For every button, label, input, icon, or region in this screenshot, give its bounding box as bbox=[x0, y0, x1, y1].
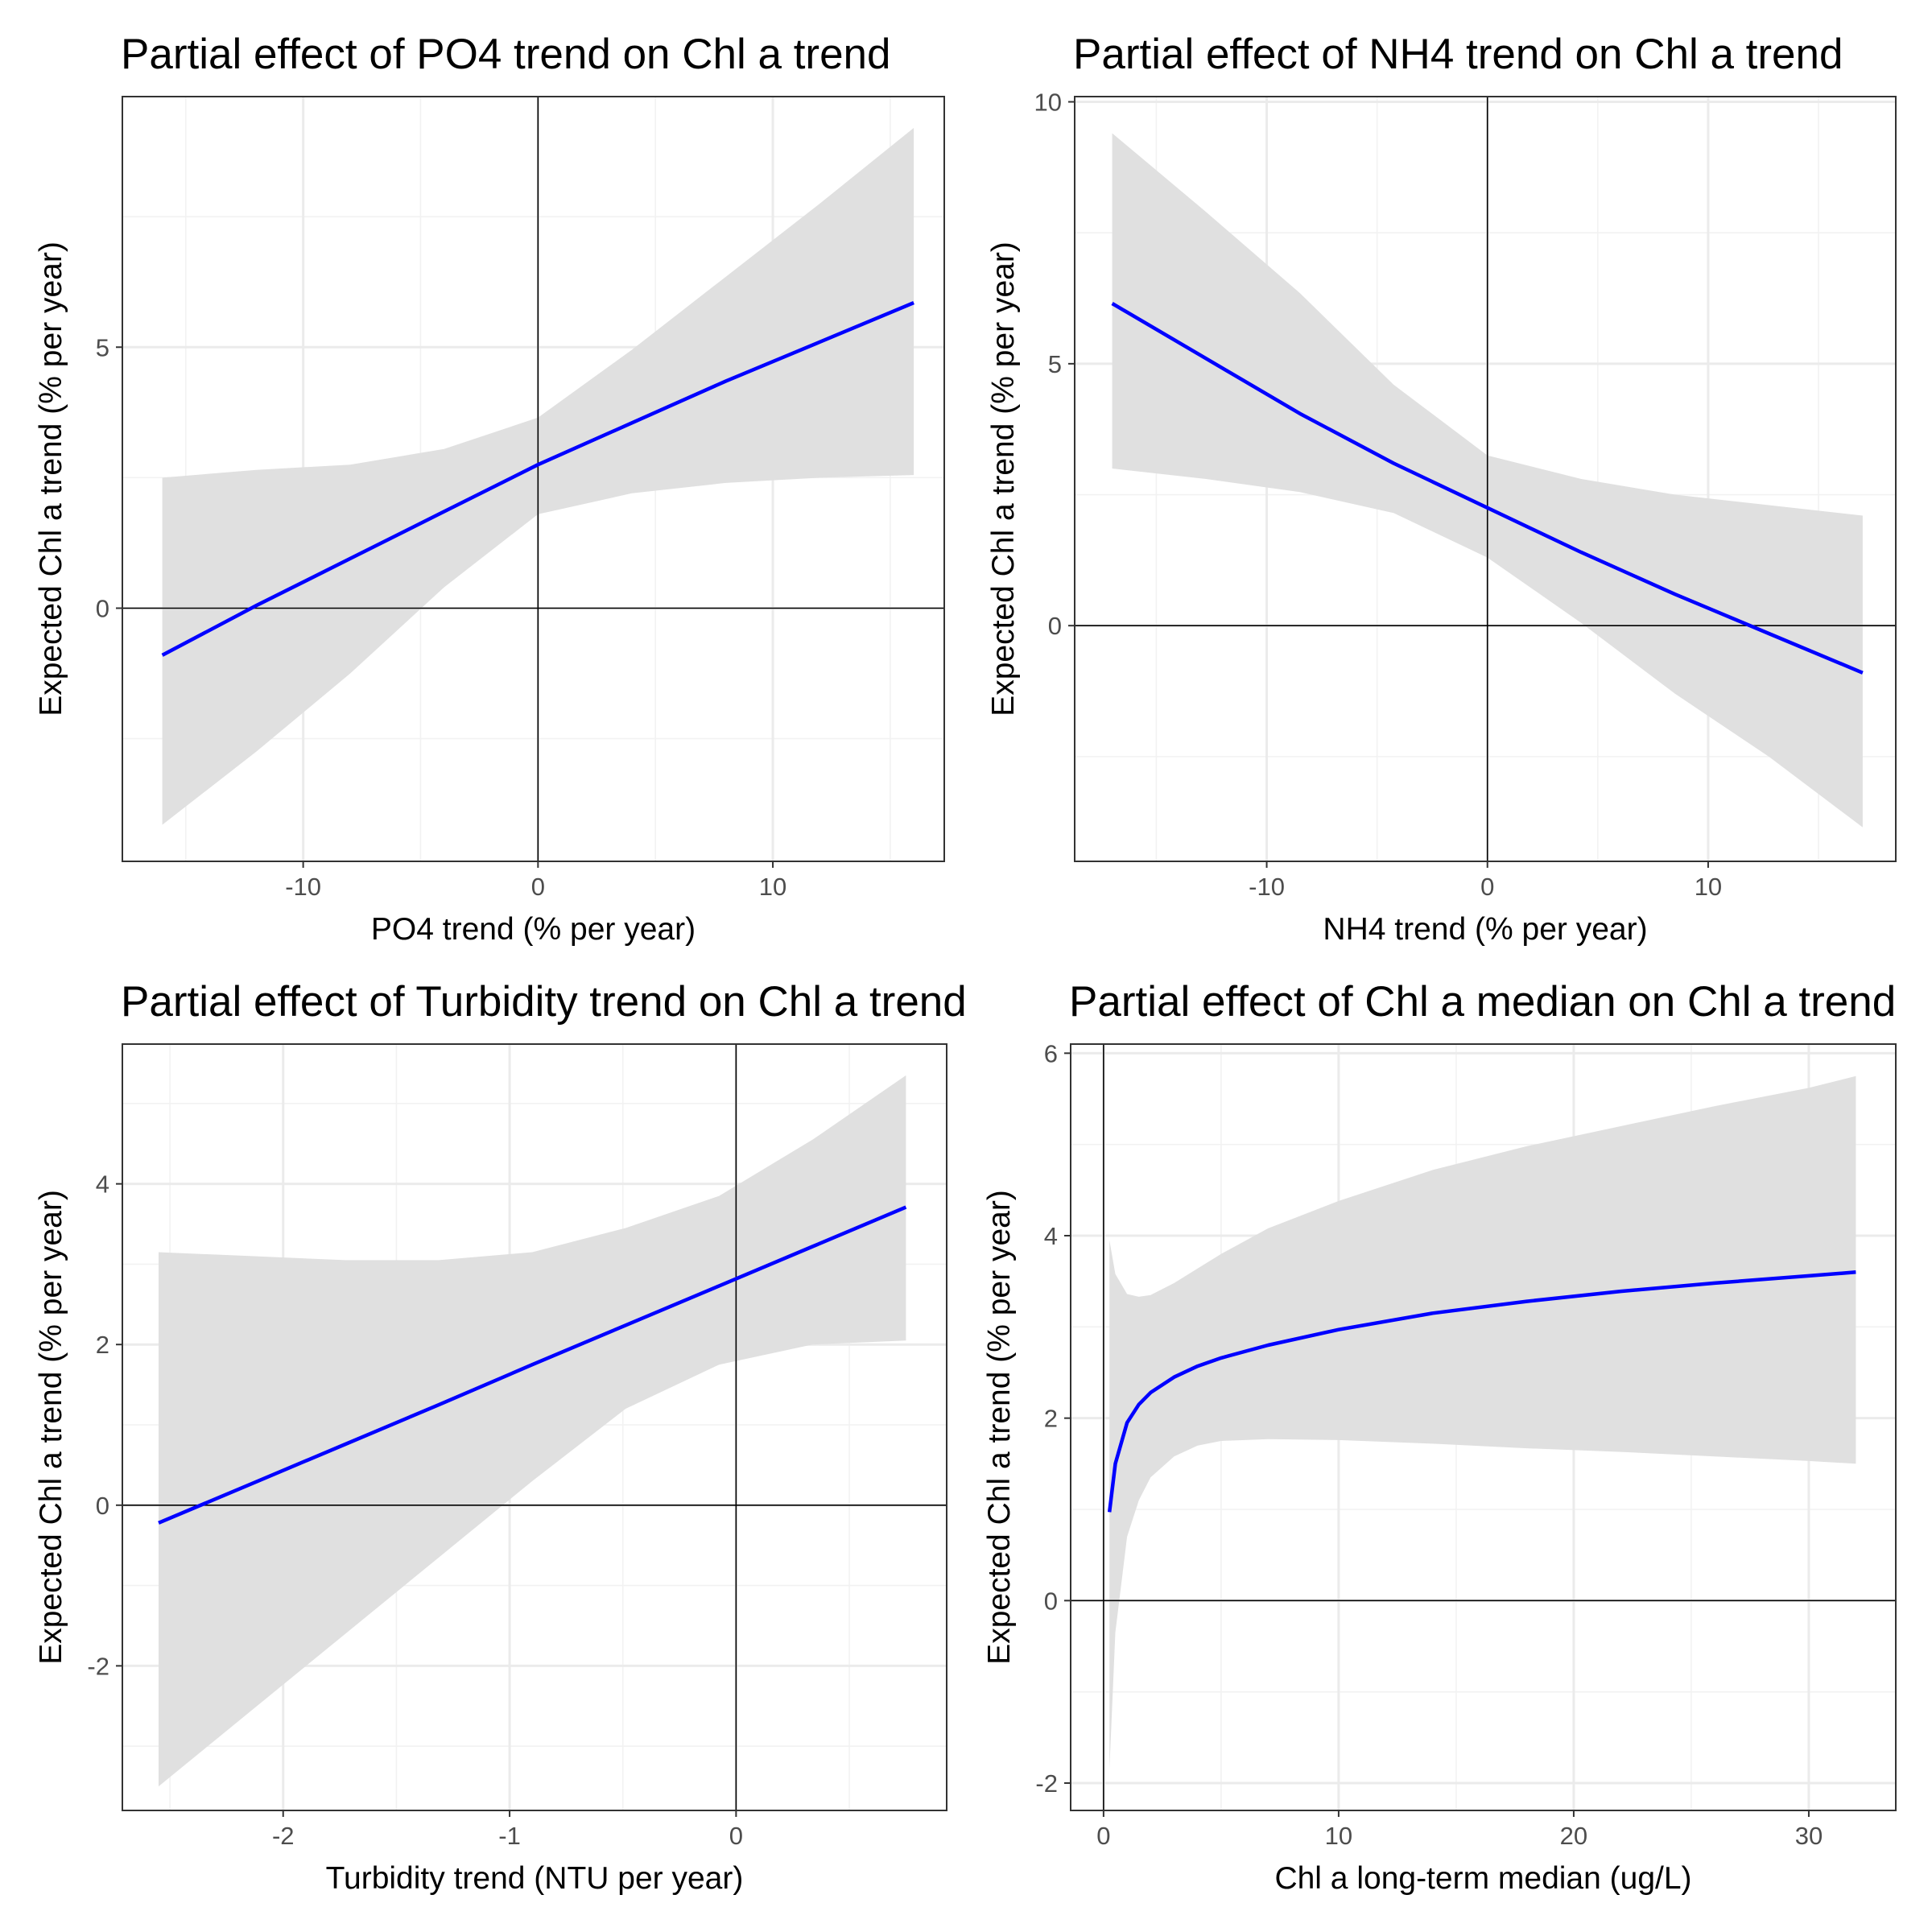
confidence-band bbox=[1109, 1075, 1856, 1769]
panel-title: Partial effect of PO4 trend on Chl a tre… bbox=[121, 31, 891, 78]
y-tick-label: -2 bbox=[1035, 1769, 1058, 1798]
panel-title: Partial effect of NH4 trend on Chl a tre… bbox=[1073, 31, 1843, 78]
panel-title: Partial effect of Chl a median on Chl a … bbox=[1069, 978, 1896, 1026]
x-tick-label: -10 bbox=[285, 873, 321, 901]
confidence-band bbox=[159, 1075, 906, 1787]
x-tick-label: 0 bbox=[531, 873, 545, 901]
x-tick-label: -2 bbox=[272, 1822, 295, 1850]
fitted-line bbox=[1111, 302, 1864, 675]
panel-2: -10 0 10 0 5 10 Partial effect of NH4 trend on… bbox=[986, 31, 1897, 947]
panel-1: -10 0 10 0 5 Partial effect of PO4 trend on C… bbox=[34, 31, 945, 947]
panel-border bbox=[1070, 1043, 1897, 1811]
x-axis-label: Chl a long-term median (ug/L) bbox=[1274, 1861, 1691, 1896]
x-axis-label: Turbidity trend (NTU per year) bbox=[326, 1861, 744, 1896]
y-tick-label: 4 bbox=[96, 1170, 109, 1199]
y-tick-label: 10 bbox=[1034, 89, 1062, 117]
y-tick-label: 2 bbox=[96, 1331, 109, 1359]
x-axis-label: PO4 trend (% per year) bbox=[371, 912, 696, 947]
y-tick-label: -2 bbox=[87, 1652, 109, 1680]
x-tick-label: 30 bbox=[1795, 1822, 1823, 1850]
y-axis-label: Expected Chl a trend (% per year) bbox=[34, 1190, 68, 1665]
y-axis-label: Expected Chl a trend (% per year) bbox=[34, 242, 68, 716]
x-tick-label: 10 bbox=[1325, 1822, 1352, 1850]
x-tick-label: 20 bbox=[1560, 1822, 1587, 1850]
x-tick-label: 10 bbox=[759, 873, 786, 901]
y-tick-label: 0 bbox=[96, 594, 109, 622]
y-axis-label: Expected Chl a trend (% per year) bbox=[986, 242, 1021, 716]
panel-border bbox=[122, 96, 945, 862]
panel-title: Partial effect of Turbidity trend on Chl… bbox=[121, 978, 967, 1026]
y-tick-label: 4 bbox=[1044, 1222, 1058, 1250]
fitted-line bbox=[161, 301, 914, 657]
y-tick-label: 6 bbox=[1044, 1039, 1058, 1067]
fitted-line bbox=[1107, 1270, 1856, 1513]
panel-3: -2 -1 0 -2 0 2 4 Partial effect of Turbidity tr… bbox=[34, 978, 967, 1896]
x-axis-label: NH4 trend (% per year) bbox=[1323, 912, 1647, 947]
y-tick-label: 0 bbox=[1044, 1587, 1058, 1615]
y-axis-label: Expected Chl a trend (% per year) bbox=[982, 1190, 1017, 1665]
panel-border bbox=[1074, 96, 1897, 862]
panel-4: 0 10 20 30 -2 0 2 4 6 Partial effect of Chl a med… bbox=[982, 978, 1897, 1896]
y-tick-label: 0 bbox=[1048, 612, 1062, 640]
x-tick-label: 0 bbox=[1480, 873, 1494, 901]
y-tick-label: 5 bbox=[96, 333, 109, 361]
y-tick-label: 5 bbox=[1048, 350, 1062, 378]
x-tick-label: 0 bbox=[729, 1822, 743, 1850]
x-tick-label: -1 bbox=[498, 1822, 521, 1850]
y-tick-label: 2 bbox=[1044, 1405, 1058, 1433]
panel-border bbox=[122, 1043, 947, 1811]
y-tick-label: 0 bbox=[96, 1492, 109, 1520]
x-tick-label: 0 bbox=[1096, 1822, 1110, 1850]
fitted-line bbox=[158, 1205, 907, 1525]
x-tick-label: 10 bbox=[1695, 873, 1722, 901]
x-tick-label: -10 bbox=[1249, 873, 1285, 901]
